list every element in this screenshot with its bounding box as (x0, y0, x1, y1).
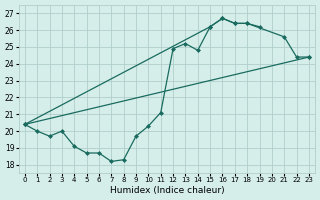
X-axis label: Humidex (Indice chaleur): Humidex (Indice chaleur) (109, 186, 224, 195)
